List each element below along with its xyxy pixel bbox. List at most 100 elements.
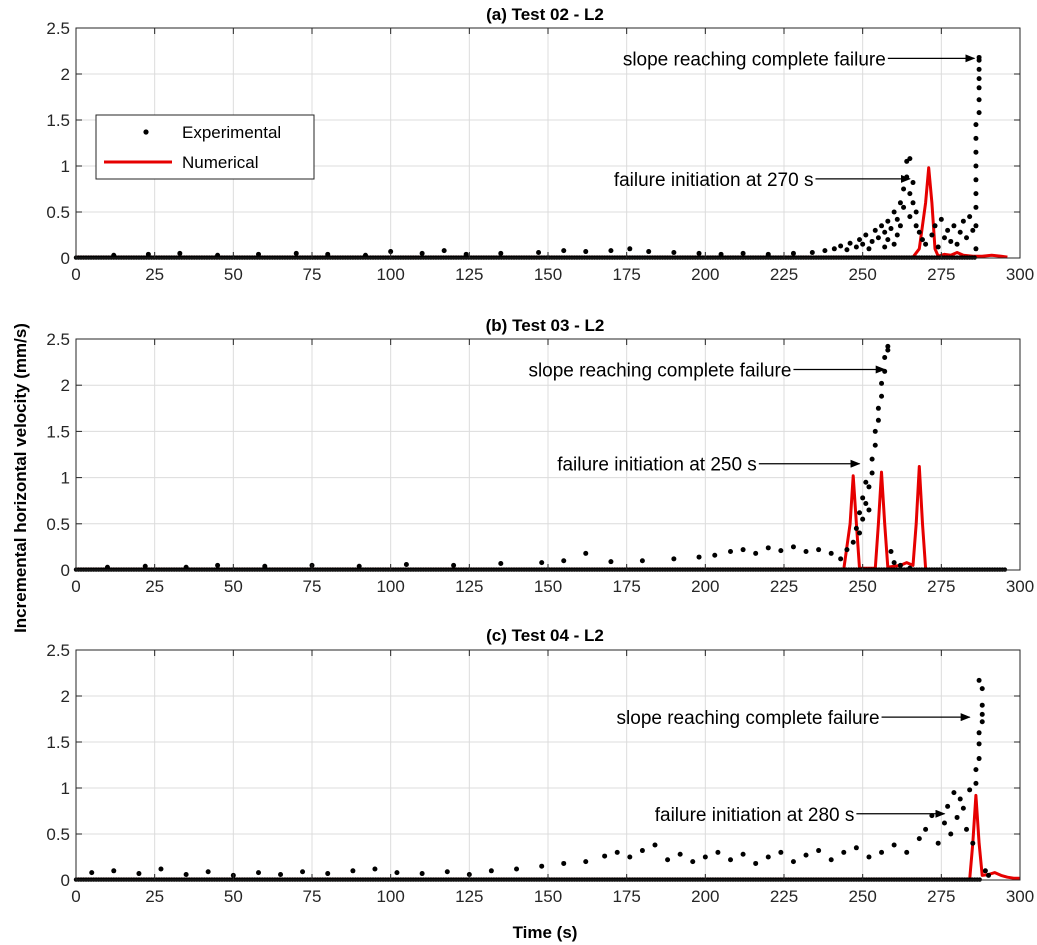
x-tick-label: 200 bbox=[691, 577, 719, 596]
experimental-point bbox=[879, 849, 885, 855]
x-tick-label: 75 bbox=[303, 577, 322, 596]
experimental-point bbox=[976, 677, 982, 683]
experimental-point bbox=[205, 869, 211, 875]
experimental-point bbox=[935, 244, 941, 250]
experimental-point bbox=[948, 238, 954, 244]
experimental-point bbox=[979, 702, 985, 708]
x-tick-label: 300 bbox=[1006, 265, 1034, 284]
axes-box bbox=[75, 649, 1021, 881]
experimental-point bbox=[960, 805, 966, 811]
experimental-point bbox=[882, 229, 888, 235]
experimental-point bbox=[441, 248, 447, 254]
panel-a: (a) Test 02 - L2 slope reaching complete… bbox=[46, 5, 1034, 284]
experimental-point bbox=[838, 243, 844, 249]
experimental-point bbox=[866, 507, 872, 513]
experimental-point bbox=[973, 122, 979, 128]
experimental-point bbox=[403, 561, 409, 567]
x-tick-label: 125 bbox=[455, 887, 483, 906]
experimental-point bbox=[158, 866, 164, 872]
x-tick-label: 175 bbox=[612, 265, 640, 284]
experimental-point bbox=[860, 495, 866, 501]
experimental-point bbox=[498, 561, 504, 567]
experimental-point bbox=[973, 780, 979, 786]
numerical-line bbox=[76, 793, 1020, 881]
experimental-point bbox=[986, 872, 992, 878]
annotation-label: slope reaching complete failure bbox=[528, 360, 791, 381]
annotations: slope reaching complete failure failure i… bbox=[614, 49, 976, 191]
experimental-point bbox=[901, 204, 907, 210]
x-tick-label: 100 bbox=[376, 265, 404, 284]
experimental-point bbox=[935, 840, 941, 846]
experimental-point bbox=[979, 686, 985, 692]
experimental-point bbox=[816, 848, 822, 854]
experimental-point bbox=[215, 252, 221, 258]
experimental-point bbox=[954, 241, 960, 247]
experimental-point bbox=[941, 820, 947, 826]
x-tick-label: 250 bbox=[848, 577, 876, 596]
experimental-point bbox=[536, 249, 542, 255]
experimental-point bbox=[976, 54, 982, 60]
panel-title: (a) Test 02 - L2 bbox=[486, 5, 604, 24]
y-tick-label: 1.5 bbox=[46, 111, 70, 130]
experimental-point bbox=[561, 558, 567, 564]
numerical-series bbox=[76, 166, 1008, 259]
experimental-point bbox=[879, 380, 885, 386]
experimental-point bbox=[104, 564, 110, 570]
experimental-point bbox=[841, 849, 847, 855]
experimental-point bbox=[960, 218, 966, 224]
experimental-point bbox=[907, 191, 913, 197]
experimental-point bbox=[976, 76, 982, 82]
panel-c: (c) Test 04 - L2 slope reaching complete… bbox=[46, 626, 1034, 906]
experimental-point bbox=[652, 842, 658, 848]
experimental-point bbox=[872, 428, 878, 434]
experimental-point bbox=[215, 562, 221, 568]
numerical-line bbox=[76, 465, 928, 571]
experimental-point bbox=[976, 85, 982, 91]
y-tick-label: 0 bbox=[61, 871, 70, 890]
experimental-point bbox=[857, 530, 863, 536]
experimental-point bbox=[982, 868, 988, 874]
x-tick-label: 225 bbox=[770, 887, 798, 906]
experimental-point bbox=[910, 180, 916, 186]
x-tick-label: 200 bbox=[691, 265, 719, 284]
grid bbox=[75, 649, 1021, 881]
experimental-point bbox=[671, 249, 677, 255]
y-tick-label: 2.5 bbox=[46, 330, 70, 349]
experimental-point bbox=[696, 250, 702, 256]
experimental-point bbox=[869, 456, 875, 462]
x-tick-label: 275 bbox=[927, 887, 955, 906]
experimental-point bbox=[979, 719, 985, 725]
experimental-point bbox=[872, 442, 878, 448]
y-tick-label: 0 bbox=[61, 249, 70, 268]
annotation-label: failure initiation at 250 s bbox=[557, 455, 757, 476]
experimental-point bbox=[728, 549, 734, 555]
experimental-point bbox=[765, 545, 771, 551]
experimental-point bbox=[765, 251, 771, 257]
x-tick-label: 225 bbox=[770, 265, 798, 284]
experimental-point bbox=[539, 560, 545, 566]
experimental-point bbox=[913, 223, 919, 229]
experimental-point bbox=[256, 870, 262, 876]
experimental-point bbox=[964, 826, 970, 832]
legend-box bbox=[95, 114, 315, 180]
y-tick-label: 2 bbox=[61, 376, 70, 395]
panel-title: (c) Test 04 - L2 bbox=[486, 626, 604, 645]
experimental-point bbox=[973, 177, 979, 183]
experimental-point bbox=[919, 237, 925, 243]
experimental-point bbox=[183, 564, 189, 570]
experimental-point bbox=[866, 854, 872, 860]
experimental-point bbox=[136, 871, 142, 877]
experimental-point bbox=[419, 871, 425, 877]
experimental-point bbox=[863, 479, 869, 485]
experimental-point bbox=[875, 417, 881, 423]
x-tick-label: 225 bbox=[770, 577, 798, 596]
experimental-point bbox=[325, 871, 331, 877]
experimental-point bbox=[907, 214, 913, 220]
y-tick-label: 1.5 bbox=[46, 422, 70, 441]
experimental-point bbox=[256, 251, 262, 257]
annotation-label: failure initiation at 270 s bbox=[614, 170, 814, 191]
experimental-point bbox=[897, 223, 903, 229]
experimental-point bbox=[957, 229, 963, 235]
experimental-point bbox=[869, 238, 875, 244]
